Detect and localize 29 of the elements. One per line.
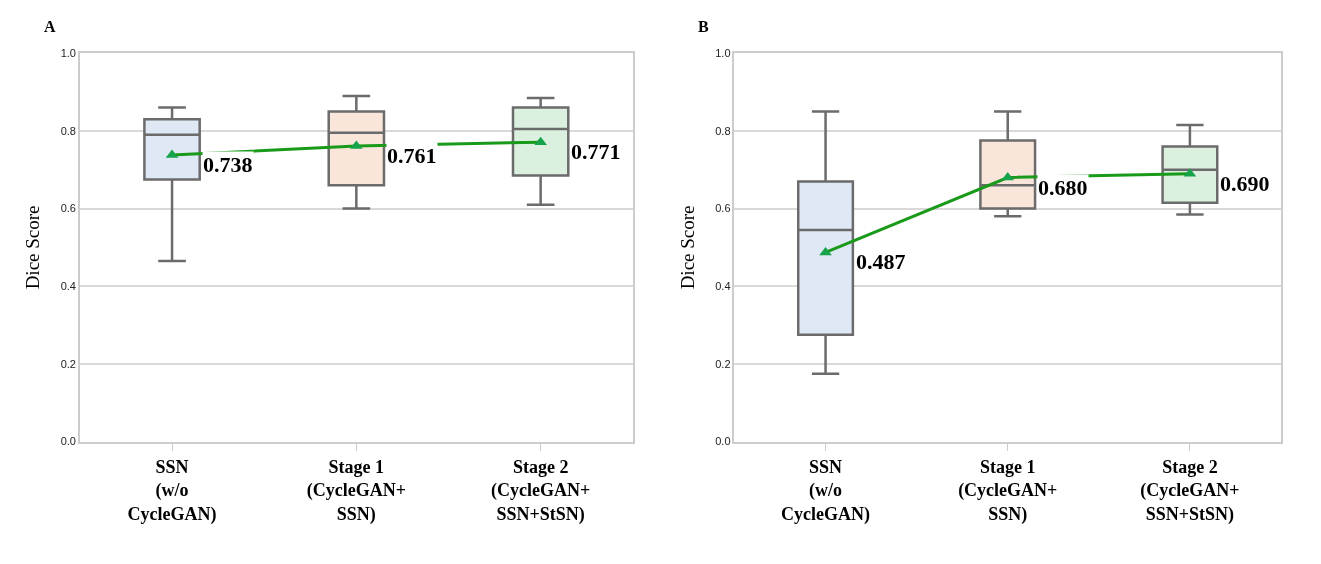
x-tick-label: SSN (w/o CycleGAN) — [127, 456, 217, 525]
x-tick-label: Stage 2 (CycleGAN+ SSN+StSN) — [491, 456, 591, 525]
chart-title: B — [698, 18, 709, 35]
y-tick-label: 0.6 — [60, 202, 76, 215]
data-label: 0.738 — [203, 152, 253, 177]
data-label: 0.771 — [571, 139, 621, 164]
y-tick-label: 0.2 — [60, 357, 76, 370]
y-tick-label: 0.8 — [715, 124, 731, 137]
data-label: 0.761 — [387, 143, 437, 168]
y-tick-label: 0.0 — [715, 435, 731, 448]
y-axis-title: Dice Score — [676, 205, 698, 290]
x-tick-label: Stage 1 (CycleGAN+ SSN) — [306, 456, 406, 525]
x-tick-label: Stage 1 (CycleGAN+ SSN) — [958, 456, 1058, 525]
x-tick-label: SSN (w/o CycleGAN) — [781, 456, 871, 525]
y-tick-label: 0.0 — [60, 435, 76, 448]
y-tick-label: 0.2 — [715, 357, 731, 370]
x-tick-label: Stage 2 (CycleGAN+ SSN+StSN) — [1140, 456, 1240, 525]
chart-title: A — [44, 18, 56, 35]
point — [819, 246, 832, 256]
data-label: 0.680 — [1038, 175, 1088, 200]
y-tick-label: 0.4 — [715, 280, 731, 293]
y-axis-title: Dice Score — [22, 205, 44, 290]
y-tick-label: 1.0 — [715, 47, 731, 60]
data-label: 0.690 — [1220, 171, 1270, 196]
y-tick-label: 0.6 — [715, 202, 731, 215]
y-tick-label: 0.8 — [60, 124, 76, 137]
data-label: 0.487 — [856, 249, 906, 274]
y-tick-label: 0.4 — [60, 280, 76, 293]
y-tick-label: 1.0 — [60, 47, 76, 60]
